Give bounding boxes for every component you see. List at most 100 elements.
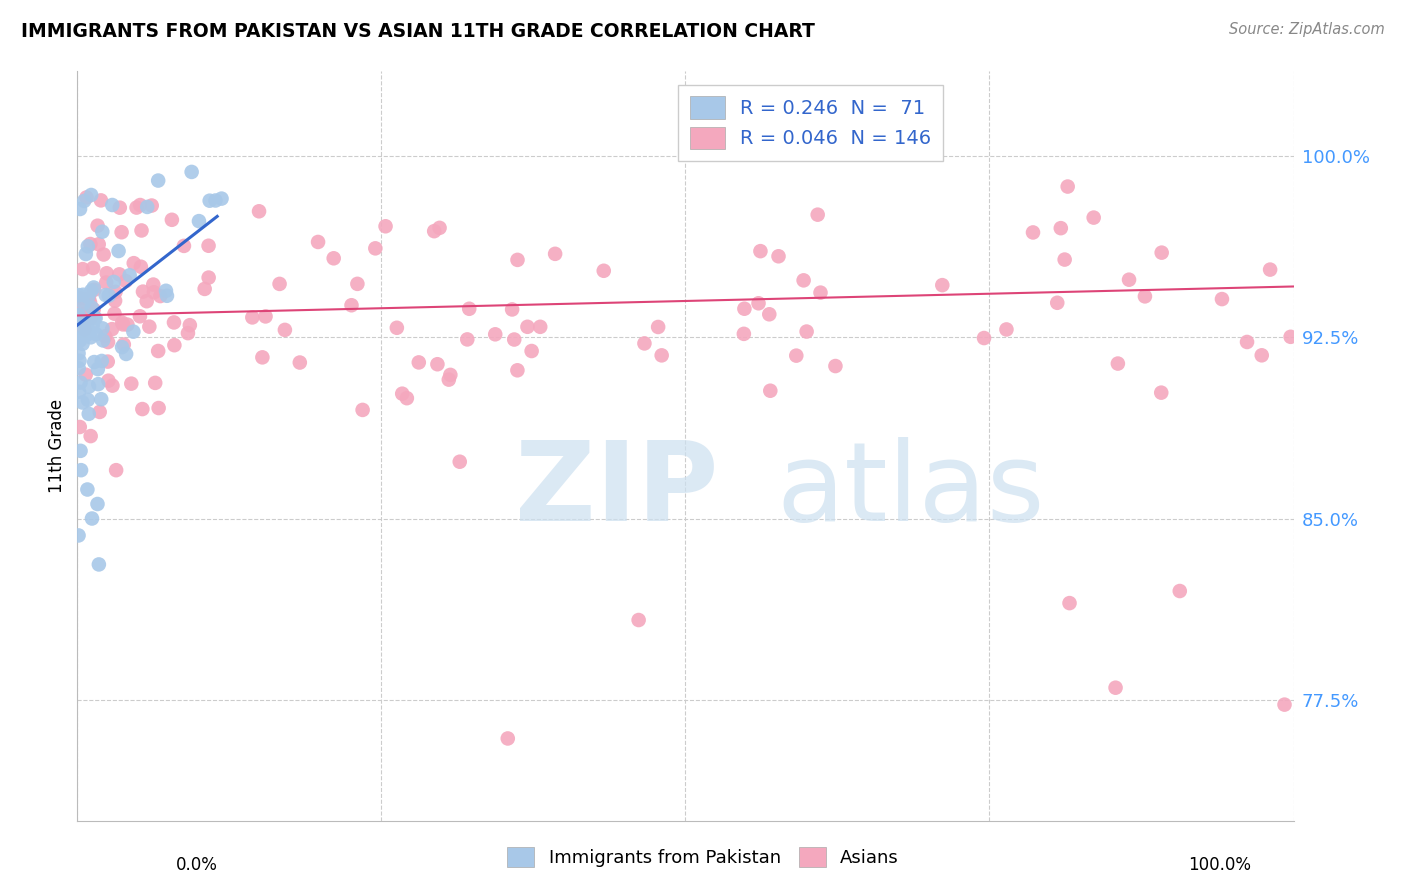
Point xyxy=(749,244,772,259)
Point xyxy=(1250,348,1272,362)
Point xyxy=(94,329,117,343)
Point xyxy=(83,310,105,325)
Point xyxy=(84,327,107,342)
Point xyxy=(86,219,108,233)
Point xyxy=(72,262,94,277)
Point xyxy=(72,330,94,344)
Point xyxy=(77,379,100,393)
Point xyxy=(120,376,142,391)
Point xyxy=(160,212,183,227)
Point xyxy=(129,310,152,324)
Point xyxy=(69,202,91,216)
Point xyxy=(456,332,478,346)
Point xyxy=(1274,698,1296,712)
Point xyxy=(198,194,221,208)
Point xyxy=(72,337,94,351)
Point xyxy=(107,244,129,258)
Text: ZIP: ZIP xyxy=(515,437,718,544)
Point xyxy=(122,256,145,270)
Point xyxy=(252,351,274,365)
Point xyxy=(105,463,128,477)
Point xyxy=(391,386,413,401)
Point xyxy=(80,284,103,298)
Text: Source: ZipAtlas.com: Source: ZipAtlas.com xyxy=(1229,22,1385,37)
Point xyxy=(163,338,186,352)
Point xyxy=(1211,292,1233,306)
Point xyxy=(240,310,263,325)
Point xyxy=(592,264,614,278)
Point xyxy=(87,362,110,376)
Point xyxy=(156,289,179,303)
Point xyxy=(97,288,120,302)
Point xyxy=(86,497,108,511)
Point xyxy=(69,292,91,306)
Point xyxy=(73,194,96,208)
Point xyxy=(89,405,111,419)
Point xyxy=(247,204,270,219)
Point xyxy=(73,314,96,328)
Point xyxy=(1056,179,1078,194)
Point xyxy=(501,302,523,317)
Point xyxy=(269,277,291,291)
Point xyxy=(80,188,103,202)
Point xyxy=(67,309,90,323)
Point xyxy=(194,282,217,296)
Point xyxy=(449,455,471,469)
Point xyxy=(80,311,103,326)
Point xyxy=(810,285,832,300)
Point xyxy=(143,376,166,390)
Point xyxy=(97,354,120,368)
Point xyxy=(544,247,567,261)
Point xyxy=(1168,584,1191,599)
Point xyxy=(149,289,172,303)
Point xyxy=(529,319,551,334)
Point xyxy=(111,316,134,330)
Point xyxy=(79,429,101,443)
Point xyxy=(1133,289,1156,303)
Point xyxy=(129,198,152,212)
Point xyxy=(77,292,100,306)
Point xyxy=(627,613,650,627)
Point xyxy=(138,319,160,334)
Point xyxy=(114,274,136,288)
Point xyxy=(72,395,94,409)
Point xyxy=(733,326,755,341)
Point xyxy=(80,301,103,315)
Point xyxy=(931,278,953,293)
Point xyxy=(83,280,105,294)
Point xyxy=(733,301,755,316)
Point xyxy=(995,322,1018,336)
Point xyxy=(79,237,101,252)
Point xyxy=(385,320,408,334)
Point xyxy=(423,224,446,238)
Point xyxy=(352,403,374,417)
Point xyxy=(197,270,219,285)
Point xyxy=(72,287,94,301)
Point xyxy=(82,260,104,275)
Point xyxy=(142,277,165,292)
Point xyxy=(1053,252,1076,267)
Point xyxy=(155,284,177,298)
Point xyxy=(75,328,97,343)
Text: 0.0%: 0.0% xyxy=(176,856,218,874)
Point xyxy=(73,307,96,321)
Point xyxy=(69,443,91,458)
Legend: Immigrants from Pakistan, Asians: Immigrants from Pakistan, Asians xyxy=(499,839,907,874)
Point xyxy=(768,249,790,263)
Point xyxy=(484,327,506,342)
Point xyxy=(131,402,153,417)
Point xyxy=(179,318,201,333)
Point xyxy=(69,323,91,337)
Point xyxy=(115,347,138,361)
Point xyxy=(458,301,481,316)
Point xyxy=(177,326,200,340)
Point xyxy=(204,194,226,208)
Point xyxy=(346,277,368,291)
Point xyxy=(824,359,846,373)
Point xyxy=(747,296,769,310)
Point xyxy=(67,528,90,542)
Point xyxy=(633,336,655,351)
Point xyxy=(364,241,387,255)
Point xyxy=(111,340,134,354)
Point xyxy=(503,333,526,347)
